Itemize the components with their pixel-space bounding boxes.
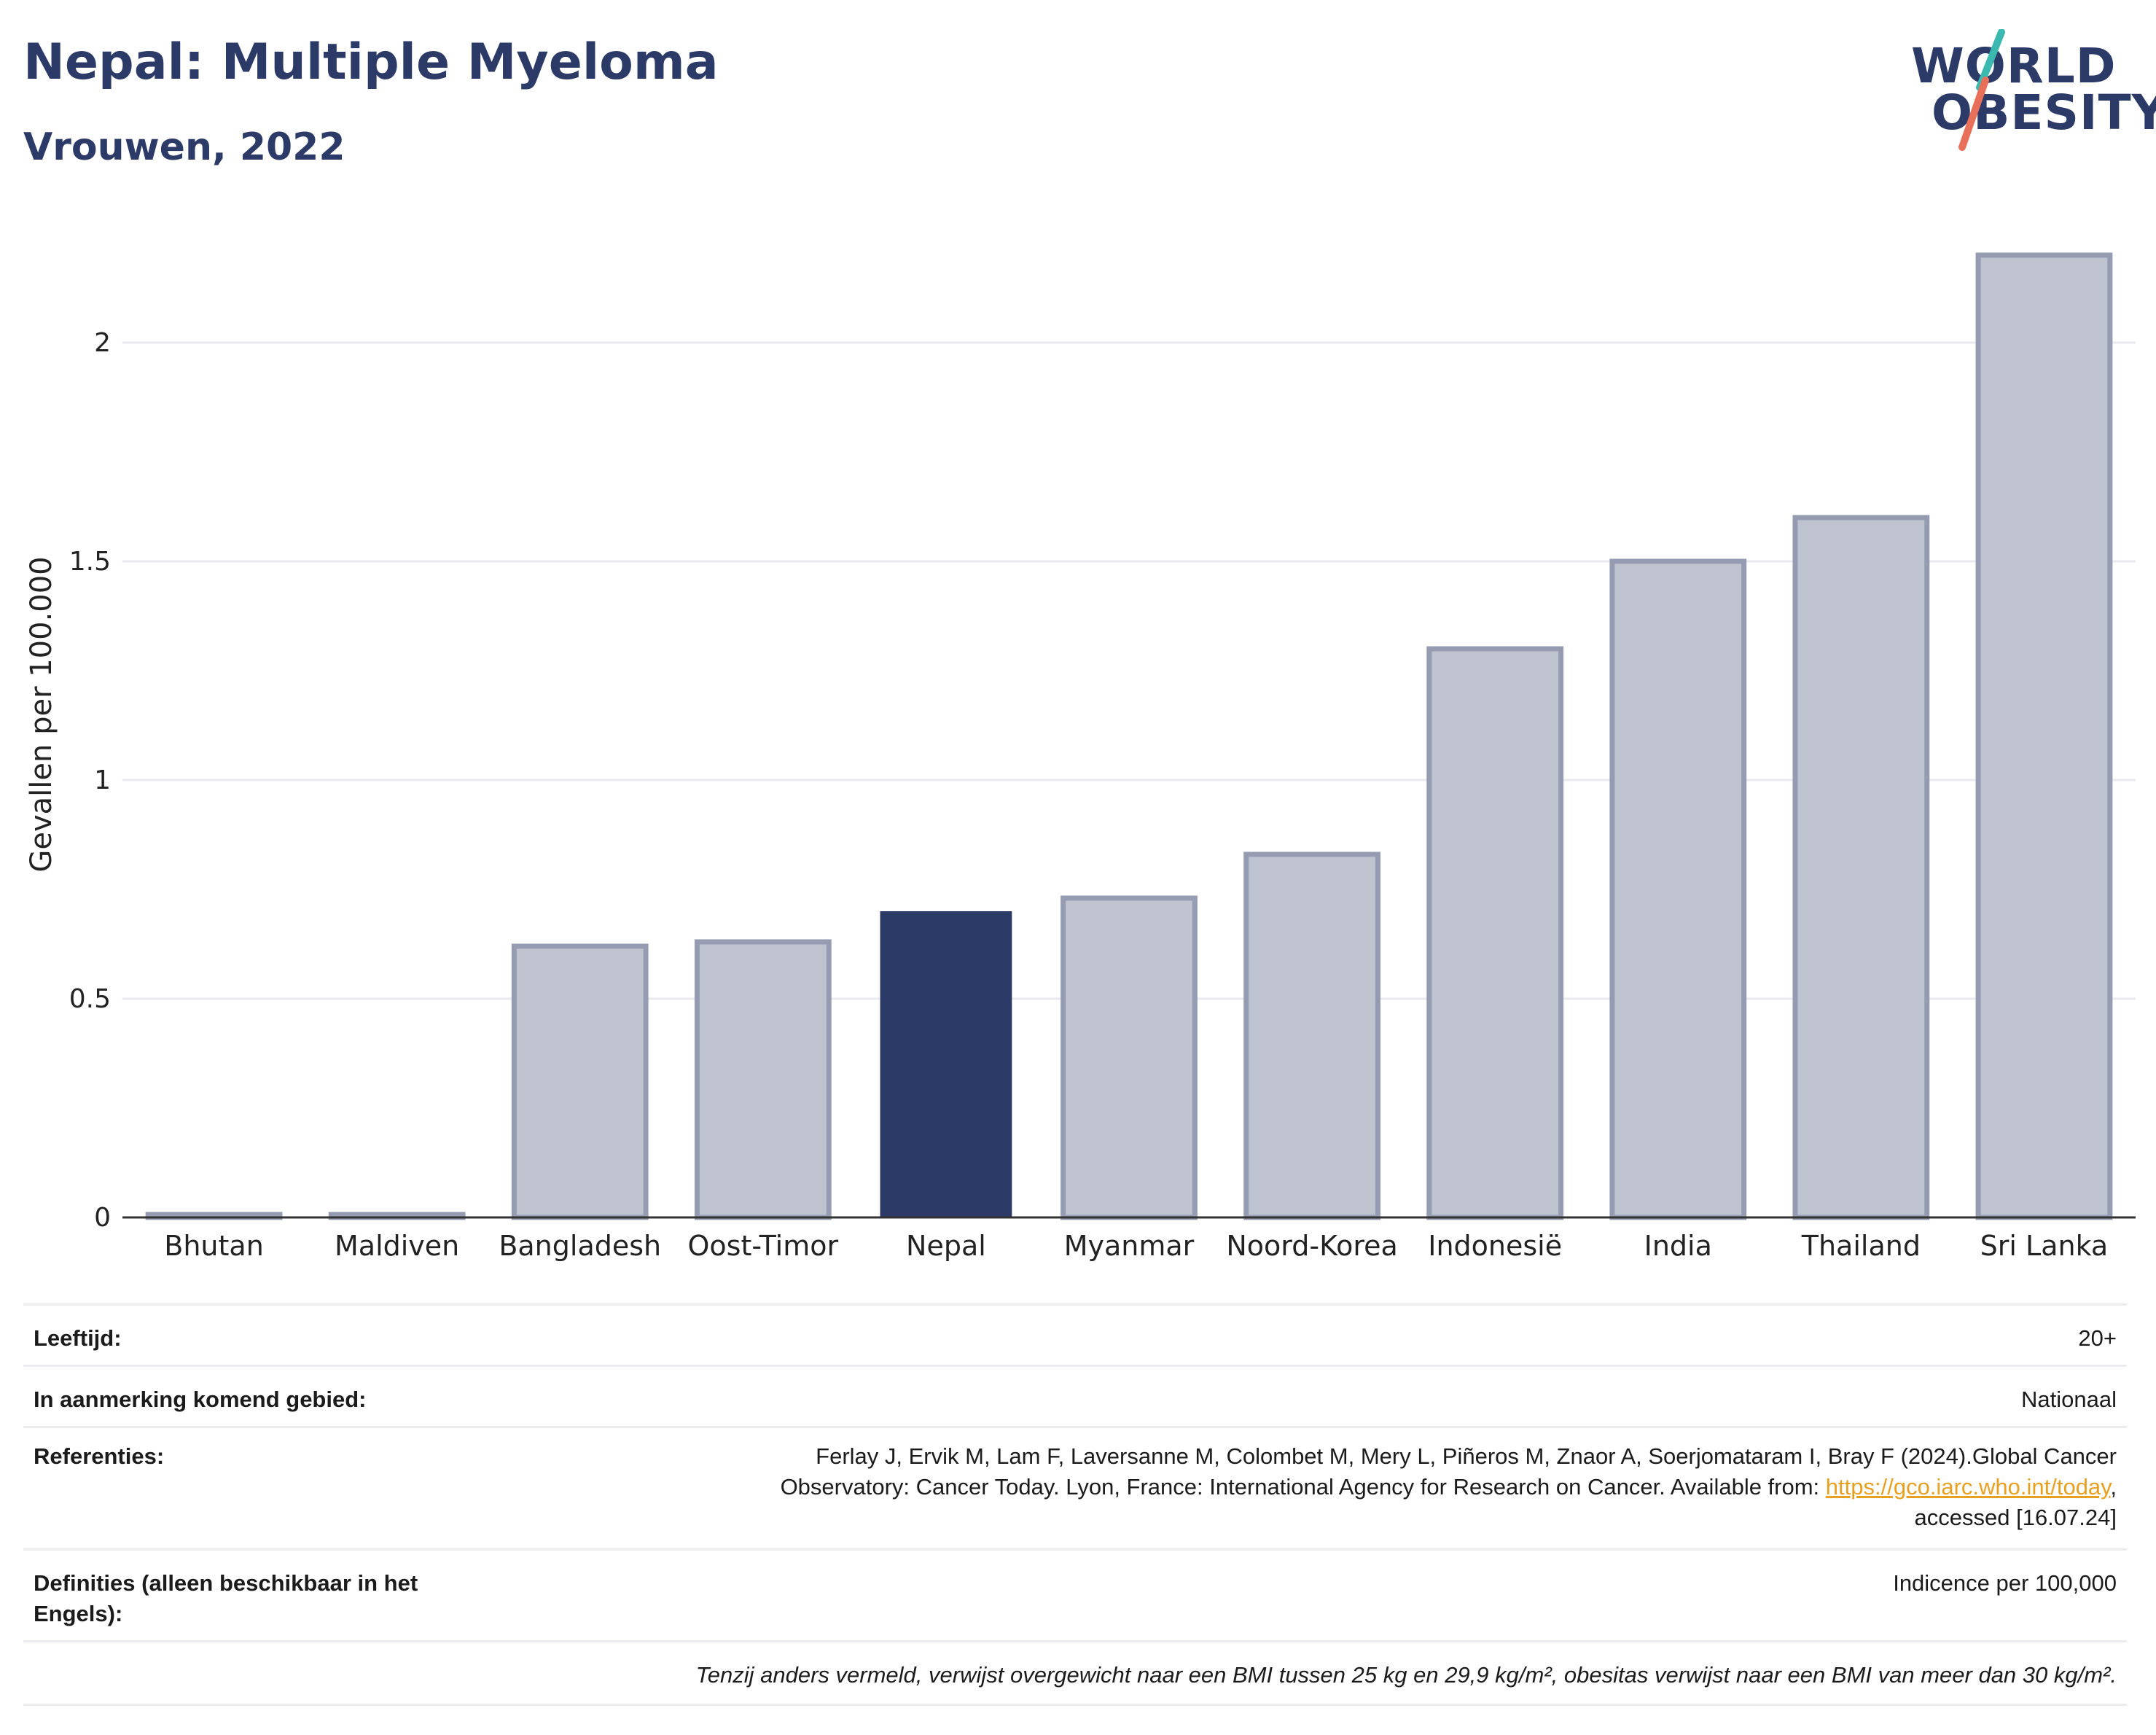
meta-row-references: Referenties: Ferlay J, Ervik M, Lam F, L… — [23, 1426, 2127, 1551]
bar-thailand — [1792, 515, 1930, 1220]
x-tick-label: Noord-Korea — [1226, 1230, 1397, 1261]
page-subtitle: Vrouwen, 2022 — [23, 125, 345, 169]
bar-indonesi- — [1426, 646, 1564, 1220]
bars — [145, 252, 2113, 1220]
x-tick-label: Bangladesh — [499, 1230, 661, 1261]
footnote: Tenzij anders vermeld, verwijst overgewi… — [695, 1662, 2117, 1688]
y-tick-label: 1.5 — [69, 547, 111, 577]
references-value: Ferlay J, Ervik M, Lam F, Laversanne M, … — [513, 1441, 2117, 1533]
bar-chart: 0 0.5 1 1.5 2 Bhutan Maldiven Bangladesh Oost-T… — [25, 252, 2136, 1261]
y-tick-labels: 0 0.5 1 1.5 2 — [69, 328, 111, 1233]
y-axis-label: Gevallen per 100.000 — [25, 556, 58, 872]
bar-noord-korea — [1243, 851, 1380, 1220]
logo-line-1: WORLD — [1911, 38, 2117, 94]
x-tick-label: Maldiven — [335, 1230, 459, 1261]
definitions-label: Definities (alleen beschikbaar in het En… — [34, 1570, 418, 1626]
bar-india — [1609, 558, 1747, 1220]
x-tick-label: Indonesië — [1428, 1230, 1562, 1261]
logo-slash-icon — [1958, 29, 2005, 151]
references-line-2: Observatory: Cancer Today. Lyon, France:… — [780, 1474, 2117, 1500]
references-link[interactable]: https://gco.iarc.who.int/today — [1825, 1474, 2111, 1500]
y-tick-label: 0.5 — [69, 984, 111, 1014]
meta-row-age: Leeftijd: 20+ — [23, 1303, 2127, 1367]
age-label: Leeftijd: — [34, 1325, 122, 1351]
references-line-1: Ferlay J, Ervik M, Lam F, Laversanne M, … — [816, 1443, 2117, 1469]
page-title: Nepal: Multiple Myeloma — [23, 34, 719, 91]
bar-sri-lanka — [1975, 252, 2113, 1220]
area-value: Nationaal — [2021, 1387, 2117, 1412]
bar-bangladesh — [511, 943, 649, 1220]
world-obesity-logo: WORLD OBESITY — [1895, 29, 2156, 153]
meta-row-definitions: Definities (alleen beschikbaar in het En… — [23, 1548, 2127, 1642]
age-value: 20+ — [2078, 1325, 2117, 1351]
x-tick-label: Oost-Timor — [688, 1230, 839, 1261]
definitions-value: Indicence per 100,000 — [1893, 1570, 2117, 1596]
x-tick-label: Bhutan — [164, 1230, 264, 1261]
x-tick-labels: Bhutan Maldiven Bangladesh Oost-Timor Nepal M… — [164, 1230, 2108, 1261]
x-tick-label: Nepal — [906, 1230, 986, 1261]
x-tick-label: Sri Lanka — [1980, 1230, 2109, 1261]
x-tick-label: Thailand — [1801, 1230, 1921, 1261]
bar-myanmar — [1061, 895, 1198, 1220]
references-line-3: accessed [16.07.24] — [1914, 1505, 2117, 1530]
bar-oost-timor — [694, 939, 832, 1220]
meta-row-area: In aanmerking komend gebied: Nationaal — [23, 1365, 2127, 1428]
y-tick-label: 1 — [94, 765, 111, 795]
bar-nepal — [880, 911, 1012, 1217]
x-tick-label: Myanmar — [1064, 1230, 1195, 1261]
y-tick-label: 2 — [94, 328, 111, 358]
meta-row-footnote: Tenzij anders vermeld, verwijst overgewi… — [23, 1640, 2127, 1706]
references-label: Referenties: — [34, 1443, 165, 1469]
area-label: In aanmerking komend gebied: — [34, 1387, 367, 1412]
y-tick-label: 0 — [94, 1203, 111, 1233]
x-tick-label: India — [1644, 1230, 1712, 1261]
